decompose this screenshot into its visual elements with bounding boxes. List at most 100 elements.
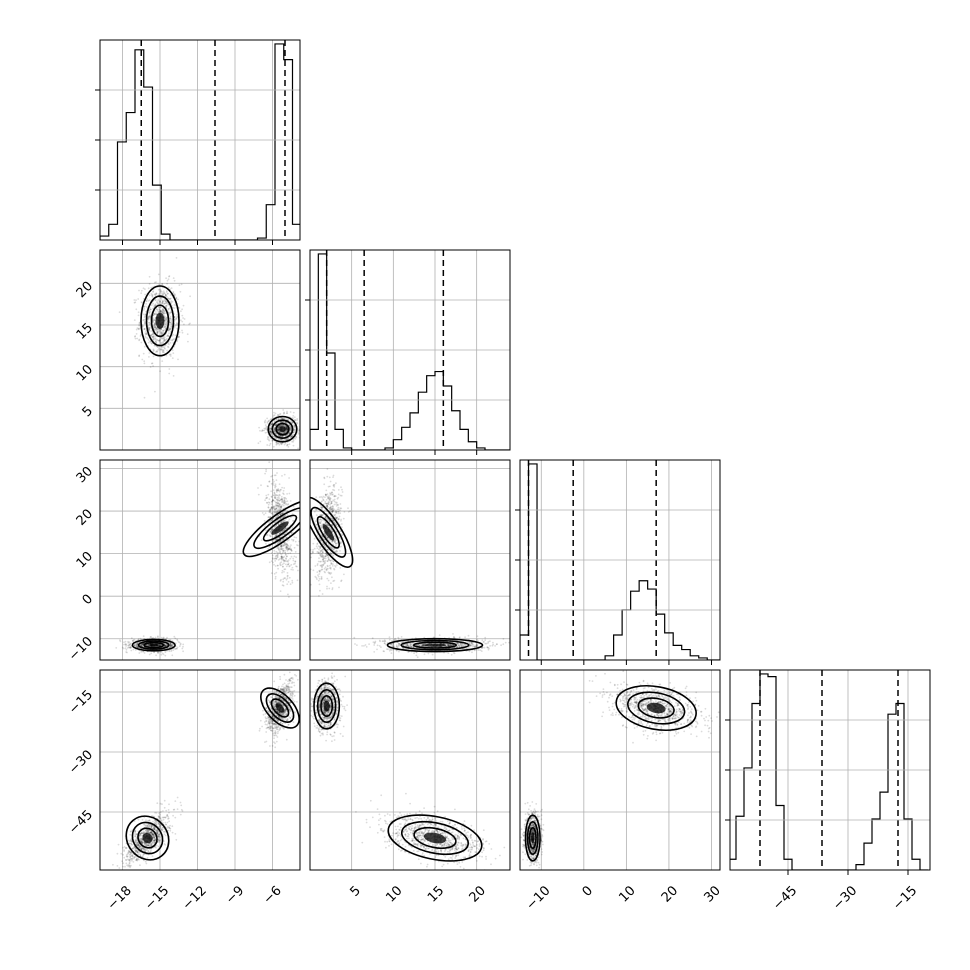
sample-point <box>321 506 323 508</box>
sample-point <box>170 297 172 300</box>
sample-point <box>281 557 284 559</box>
sample-point <box>149 315 151 318</box>
sample-point <box>133 644 136 647</box>
sample-point <box>140 643 143 646</box>
sample-point <box>268 480 271 483</box>
sample-point <box>474 645 477 647</box>
sample-point <box>159 297 162 299</box>
sample-point <box>290 548 292 551</box>
sample-point <box>318 521 321 524</box>
sample-point <box>169 325 172 328</box>
sample-point <box>153 324 156 327</box>
sample-point <box>320 568 323 571</box>
sample-point <box>166 279 169 282</box>
sample-point <box>284 515 286 517</box>
sample-point <box>164 300 167 302</box>
sample-point <box>326 475 329 478</box>
sample-point <box>134 643 137 645</box>
sample-point <box>290 420 292 423</box>
sample-point <box>329 559 332 562</box>
sample-point <box>325 489 328 492</box>
sample-point <box>326 548 328 551</box>
sample-point <box>275 489 278 492</box>
sample-point <box>329 498 331 501</box>
sample-point <box>264 427 267 430</box>
sample-point <box>275 491 278 493</box>
sample-point <box>290 550 293 552</box>
sample-point <box>152 291 154 293</box>
sample-point <box>322 543 325 546</box>
sample-point <box>166 334 169 337</box>
histogram-step-line <box>310 253 510 450</box>
sample-point <box>136 646 139 648</box>
sample-point <box>187 340 189 343</box>
sample-point <box>170 643 172 646</box>
sample-point <box>149 340 152 343</box>
sample-point <box>270 506 273 509</box>
sample-point <box>159 306 162 308</box>
sample-point <box>164 328 166 331</box>
sample-point <box>326 585 328 588</box>
sample-point <box>264 431 267 434</box>
scatter-panel-2-1 <box>310 460 510 660</box>
sample-point <box>407 644 410 647</box>
sample-point <box>167 308 170 310</box>
sample-point <box>333 539 336 542</box>
sample-point <box>278 435 281 438</box>
sample-point <box>306 425 308 427</box>
sample-point <box>329 492 331 494</box>
sample-point <box>288 492 291 495</box>
sample-point <box>319 564 322 567</box>
sample-point <box>489 640 491 643</box>
density-contour <box>316 515 340 549</box>
sample-point <box>169 297 171 300</box>
sample-point <box>161 311 163 313</box>
sample-point <box>163 298 166 301</box>
sample-point <box>272 478 274 481</box>
sample-point <box>339 507 342 510</box>
sample-point <box>157 652 159 654</box>
sample-point <box>268 511 271 514</box>
sample-point <box>329 507 331 509</box>
sample-point <box>159 310 162 313</box>
sample-point <box>329 497 331 499</box>
sample-point <box>283 500 286 503</box>
sample-point <box>169 317 171 320</box>
sample-point <box>178 331 181 334</box>
sample-point <box>148 275 151 278</box>
sample-point <box>283 443 286 446</box>
sample-point <box>170 644 172 646</box>
sample-point <box>168 328 171 331</box>
sample-point <box>291 581 294 584</box>
sample-point <box>326 587 328 590</box>
sample-point <box>280 561 283 564</box>
sample-point <box>331 524 334 527</box>
sample-point <box>138 327 141 330</box>
sample-point <box>286 427 288 430</box>
sample-point <box>160 636 163 639</box>
sample-point <box>316 542 319 545</box>
sample-point <box>285 542 288 545</box>
sample-point <box>285 536 288 539</box>
sample-point <box>271 423 273 426</box>
sample-point <box>285 547 288 550</box>
sample-point <box>338 586 340 589</box>
sample-point <box>159 310 161 313</box>
sample-point <box>168 332 170 334</box>
sample-point <box>154 338 157 341</box>
sample-point <box>281 530 284 532</box>
sample-point <box>279 508 282 510</box>
sample-point <box>175 317 178 320</box>
sample-point <box>280 531 282 534</box>
sample-point <box>268 561 271 564</box>
sample-point <box>152 336 155 339</box>
sample-point <box>335 545 337 547</box>
sample-point <box>277 429 279 432</box>
sample-point <box>178 307 181 309</box>
sample-point <box>335 516 338 519</box>
sample-point <box>356 644 358 646</box>
sample-point <box>153 344 156 347</box>
sample-point <box>161 308 164 310</box>
sample-point <box>181 308 184 311</box>
sample-point <box>150 652 153 655</box>
